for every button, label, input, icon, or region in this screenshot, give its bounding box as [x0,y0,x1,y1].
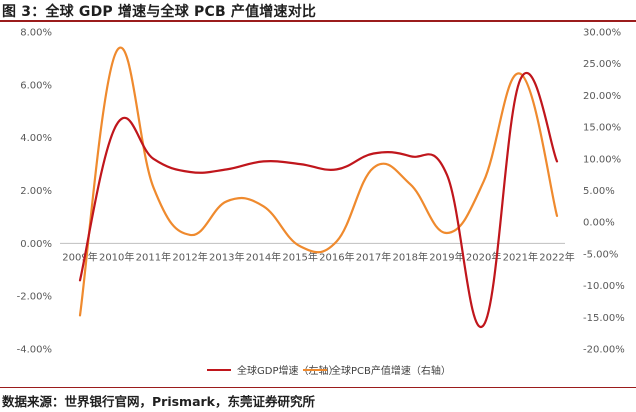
left-tick-label: 6.00% [20,80,52,91]
category-tick-label: 2011年 [136,250,171,263]
category-tick-label: 2015年 [282,250,317,263]
category-tick-label: 2012年 [172,250,207,263]
right-tick-label: -5.00% [583,249,618,260]
right-tick-label: 25.00% [583,59,621,70]
legend-pcb-label: 全球PCB产值增速（右轴） [331,364,451,377]
right-axis-ticks: -20.00% -15.00% -10.00% -5.00% 0.00% 5.00% 10.… [583,28,625,356]
right-tick-label: 5.00% [583,186,615,197]
category-tick-label: 2018年 [393,250,428,263]
series-layer [78,46,559,329]
category-tick-label: 2021年 [503,250,538,263]
legend-gdp-label: 全球GDP增速（左轴） [237,364,338,377]
right-tick-label: 20.00% [583,91,621,102]
legend: 全球GDP增速（左轴）全球PCB产值增速（右轴） [207,364,451,377]
left-axis-ticks: -4.00% -2.00% 0.00% 2.00% 4.00% 6.00% 8.00% [17,28,52,356]
category-tick-label: 2019年 [429,250,464,263]
category-tick-label: 2013年 [209,250,244,263]
left-tick-label: 0.00% [20,239,52,250]
source-rule [0,387,636,388]
category-tick-label: 2022年 [539,250,574,263]
category-axis: 2009年 2010年 2011年 2012年 2013年 2014年 2015年 2016年… [60,242,575,263]
left-tick-label: -4.00% [17,345,52,356]
right-tick-label: 0.00% [583,218,615,229]
category-tick-label: 2017年 [356,250,391,263]
right-tick-label: -10.00% [583,281,625,292]
left-tick-label: -2.00% [17,292,52,303]
gdp-growth-line [78,71,559,329]
left-tick-label: 2.00% [20,186,52,197]
category-tick-label: 2009年 [62,250,97,263]
right-tick-label: 10.00% [583,154,621,165]
right-tick-label: -20.00% [583,345,625,356]
category-tick-label: 2020年 [466,250,501,263]
category-tick-label: 2010年 [99,250,134,263]
figure-source: 数据来源：世界银行官网，Prismark，东莞证券研究所 [2,394,315,409]
right-tick-label: -15.00% [583,313,625,324]
right-tick-label: 30.00% [583,28,621,39]
left-tick-label: 8.00% [20,28,52,39]
pcb-growth-line [78,46,559,317]
figure-title: 图 3：全球 GDP 增速与全球 PCB 产值增速对比 [2,4,317,20]
left-tick-label: 4.00% [20,133,52,144]
right-tick-label: 15.00% [583,123,621,134]
category-tick-label: 2016年 [319,250,354,263]
category-tick-label: 2014年 [246,250,281,263]
title-rule [0,20,636,22]
